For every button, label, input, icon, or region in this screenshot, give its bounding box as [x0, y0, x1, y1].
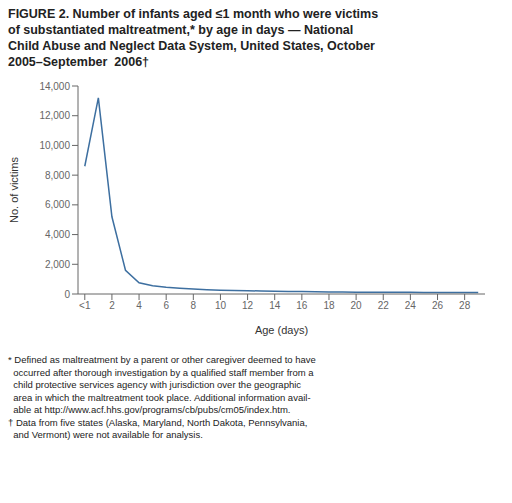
- svg-text:16: 16: [296, 300, 308, 311]
- svg-text:24: 24: [405, 300, 417, 311]
- svg-text:<1: <1: [79, 300, 91, 311]
- html-text:able at http://www.acf.hhs.gov: able at http://www.acf.hhs.gov/programs/…: [8, 404, 291, 415]
- html-text:area in which the maltreatment: area in which the maltreatment took plac…: [8, 391, 311, 403]
- svg-text:8,000: 8,000: [45, 170, 70, 181]
- svg-text:18: 18: [323, 300, 335, 311]
- html-text:* Defined as maltreatment by a: * Defined as maltreatment by a parent or…: [8, 354, 316, 365]
- svg-text:10: 10: [215, 300, 227, 311]
- svg-text:0: 0: [64, 289, 70, 300]
- svg-text:20: 20: [351, 300, 363, 311]
- html-text:† Data from five states (Alask: † Data from five states (Alaska, Marylan…: [8, 416, 308, 428]
- html-text:Child Abuse and Neglect Data S: Child Abuse and Neglect Data System, Uni…: [8, 39, 375, 53]
- html-text:2005–September 2006†: 2005–September 2006†: [8, 55, 150, 69]
- svg-text:28: 28: [459, 300, 471, 311]
- html-text:child protective services agen: child protective services agency with ju…: [8, 379, 302, 390]
- svg-text:22: 22: [378, 300, 390, 311]
- svg-text:No. of victims: No. of victims: [8, 156, 20, 223]
- html-text:of substantiated maltreatment,: of substantiated maltreatment,* by age i…: [8, 23, 354, 37]
- svg-text:2,000: 2,000: [45, 259, 70, 270]
- html-text:and Vermont) were not availabl: and Vermont) were not available for anal…: [8, 429, 203, 440]
- svg-text:4: 4: [136, 300, 142, 311]
- svg-text:6,000: 6,000: [45, 199, 70, 210]
- html-text:FIGURE 2. Number of infants ag: FIGURE 2. Number of infants aged ≤1 mont…: [8, 7, 379, 21]
- svg-text:12: 12: [242, 300, 254, 311]
- svg-text:Age (days): Age (days): [255, 324, 308, 336]
- svg-text:26: 26: [432, 300, 444, 311]
- svg-text:8: 8: [191, 300, 197, 311]
- svg-text:6: 6: [163, 300, 169, 311]
- svg-text:4,000: 4,000: [45, 229, 70, 240]
- svg-text:12,000: 12,000: [39, 110, 70, 121]
- html-text:occurred after thorough invest: occurred after thorough investigation by…: [8, 366, 314, 378]
- svg-text:14: 14: [269, 300, 281, 311]
- svg-text:10,000: 10,000: [39, 140, 70, 151]
- svg-text:2: 2: [109, 300, 115, 311]
- svg-text:14,000: 14,000: [39, 81, 70, 92]
